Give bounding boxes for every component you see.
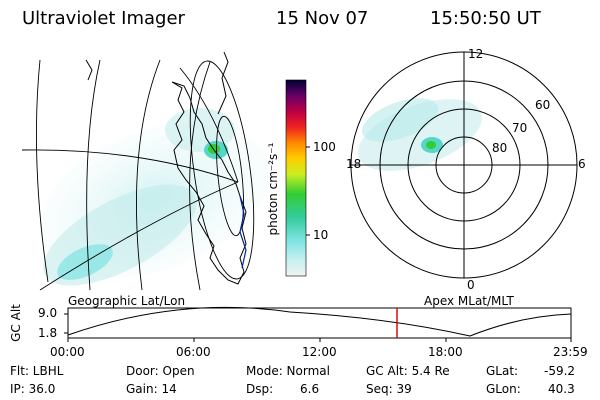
door-info: Door: Open xyxy=(126,364,195,378)
mlt-label-18: 18 xyxy=(346,157,362,171)
time-label: 15:50:50 UT xyxy=(430,8,541,29)
orbit-ytick-label-1-8: 1.8 xyxy=(38,326,58,340)
gc-alt-info: GC Alt: 5.4 Re xyxy=(366,364,450,378)
right-panel-label: Apex MLat/MLT xyxy=(424,294,514,308)
orbit-xtick-label: 00:00 xyxy=(50,345,85,359)
orbit-xtick-label: 06:00 xyxy=(176,345,211,359)
seq-info: Seq: 39 xyxy=(366,382,412,396)
ip-info: IP: 36.0 xyxy=(10,382,56,396)
pole-ring xyxy=(216,115,244,237)
glon-value: 40.3 xyxy=(548,382,575,396)
orbit-ytick-label-9: 9.0 xyxy=(38,306,58,320)
longitude-line xyxy=(86,59,101,291)
pole-ring xyxy=(189,60,255,280)
glon-label: GLon: xyxy=(486,382,521,396)
instrument-title: Ultraviolet Imager xyxy=(22,8,185,29)
aurora-patch-core xyxy=(426,141,436,149)
orbit-xtick-label: 18:00 xyxy=(428,345,463,359)
latitude-line xyxy=(21,149,239,183)
mlat-label-80: 80 xyxy=(492,141,508,155)
mlat-label-70: 70 xyxy=(512,121,528,135)
aurora-haze xyxy=(165,108,235,152)
colorbar-tick-label-100: 100 xyxy=(313,140,336,154)
mlt-label-12: 12 xyxy=(468,47,484,61)
colorbar-gradient xyxy=(286,80,306,276)
latitude-line xyxy=(179,67,239,183)
dsp-value: 6.6 xyxy=(300,382,320,396)
coastline xyxy=(171,81,247,285)
dsp-label: Dsp: xyxy=(246,382,274,396)
mlt-label-0: 0 xyxy=(467,278,475,292)
coastline xyxy=(85,59,93,81)
mlat-label-60: 60 xyxy=(535,98,551,112)
aurora-patch-core xyxy=(208,144,220,154)
mlt-label-6: 6 xyxy=(578,157,586,171)
orbit-altitude-curve xyxy=(67,306,572,337)
longitude-line xyxy=(136,59,161,291)
coastline-blue xyxy=(239,195,247,269)
orbit-xtick-label: 12:00 xyxy=(302,345,337,359)
date-label: 15 Nov 07 xyxy=(276,8,369,29)
orbit-xtick-label: 23:59 xyxy=(553,345,588,359)
orbit-plot xyxy=(64,306,572,342)
filter-info: Flt: LBHL xyxy=(10,364,64,378)
polar-plot xyxy=(350,51,578,279)
orbit-ylabel: GC Alt xyxy=(9,304,23,342)
coastline xyxy=(217,51,229,115)
latitude-line xyxy=(39,181,239,291)
gain-info: Gain: 14 xyxy=(126,382,177,396)
glat-label: GLat: xyxy=(486,364,519,378)
geographic-map xyxy=(21,51,271,291)
left-panel-label: Geographic Lat/Lon xyxy=(68,294,186,308)
colorbar-unit-label: photon cm⁻²s⁻¹ xyxy=(266,142,280,236)
orbit-plot-frame xyxy=(67,307,572,339)
colorbar xyxy=(285,79,310,277)
mode-info: Mode: Normal xyxy=(246,364,330,378)
longitude-line xyxy=(35,59,49,283)
glat-value: -59.2 xyxy=(544,364,576,378)
colorbar-tick-label-10: 10 xyxy=(313,228,329,242)
